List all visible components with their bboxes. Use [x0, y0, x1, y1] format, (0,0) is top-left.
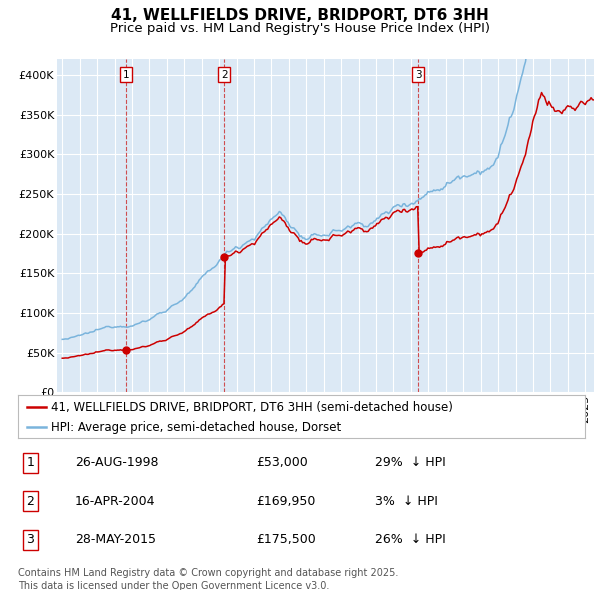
Text: Price paid vs. HM Land Registry's House Price Index (HPI): Price paid vs. HM Land Registry's House …	[110, 22, 490, 35]
Text: 1: 1	[26, 456, 34, 469]
Text: 3: 3	[26, 533, 34, 546]
Text: 26%  ↓ HPI: 26% ↓ HPI	[375, 533, 446, 546]
Text: 2: 2	[221, 70, 227, 80]
Text: £53,000: £53,000	[256, 456, 308, 469]
Text: HPI: Average price, semi-detached house, Dorset: HPI: Average price, semi-detached house,…	[51, 421, 341, 434]
Text: 28-MAY-2015: 28-MAY-2015	[75, 533, 156, 546]
Text: £175,500: £175,500	[256, 533, 316, 546]
Text: 29%  ↓ HPI: 29% ↓ HPI	[375, 456, 446, 469]
Text: 41, WELLFIELDS DRIVE, BRIDPORT, DT6 3HH (semi-detached house): 41, WELLFIELDS DRIVE, BRIDPORT, DT6 3HH …	[51, 401, 453, 414]
Text: 3: 3	[415, 70, 421, 80]
Text: Contains HM Land Registry data © Crown copyright and database right 2025.
This d: Contains HM Land Registry data © Crown c…	[18, 568, 398, 590]
Text: 1: 1	[122, 70, 129, 80]
Text: 3%  ↓ HPI: 3% ↓ HPI	[375, 494, 438, 508]
Text: 16-APR-2004: 16-APR-2004	[75, 494, 155, 508]
Text: 41, WELLFIELDS DRIVE, BRIDPORT, DT6 3HH: 41, WELLFIELDS DRIVE, BRIDPORT, DT6 3HH	[111, 8, 489, 22]
Text: £169,950: £169,950	[256, 494, 316, 508]
Text: 2: 2	[26, 494, 34, 508]
Text: 26-AUG-1998: 26-AUG-1998	[75, 456, 158, 469]
